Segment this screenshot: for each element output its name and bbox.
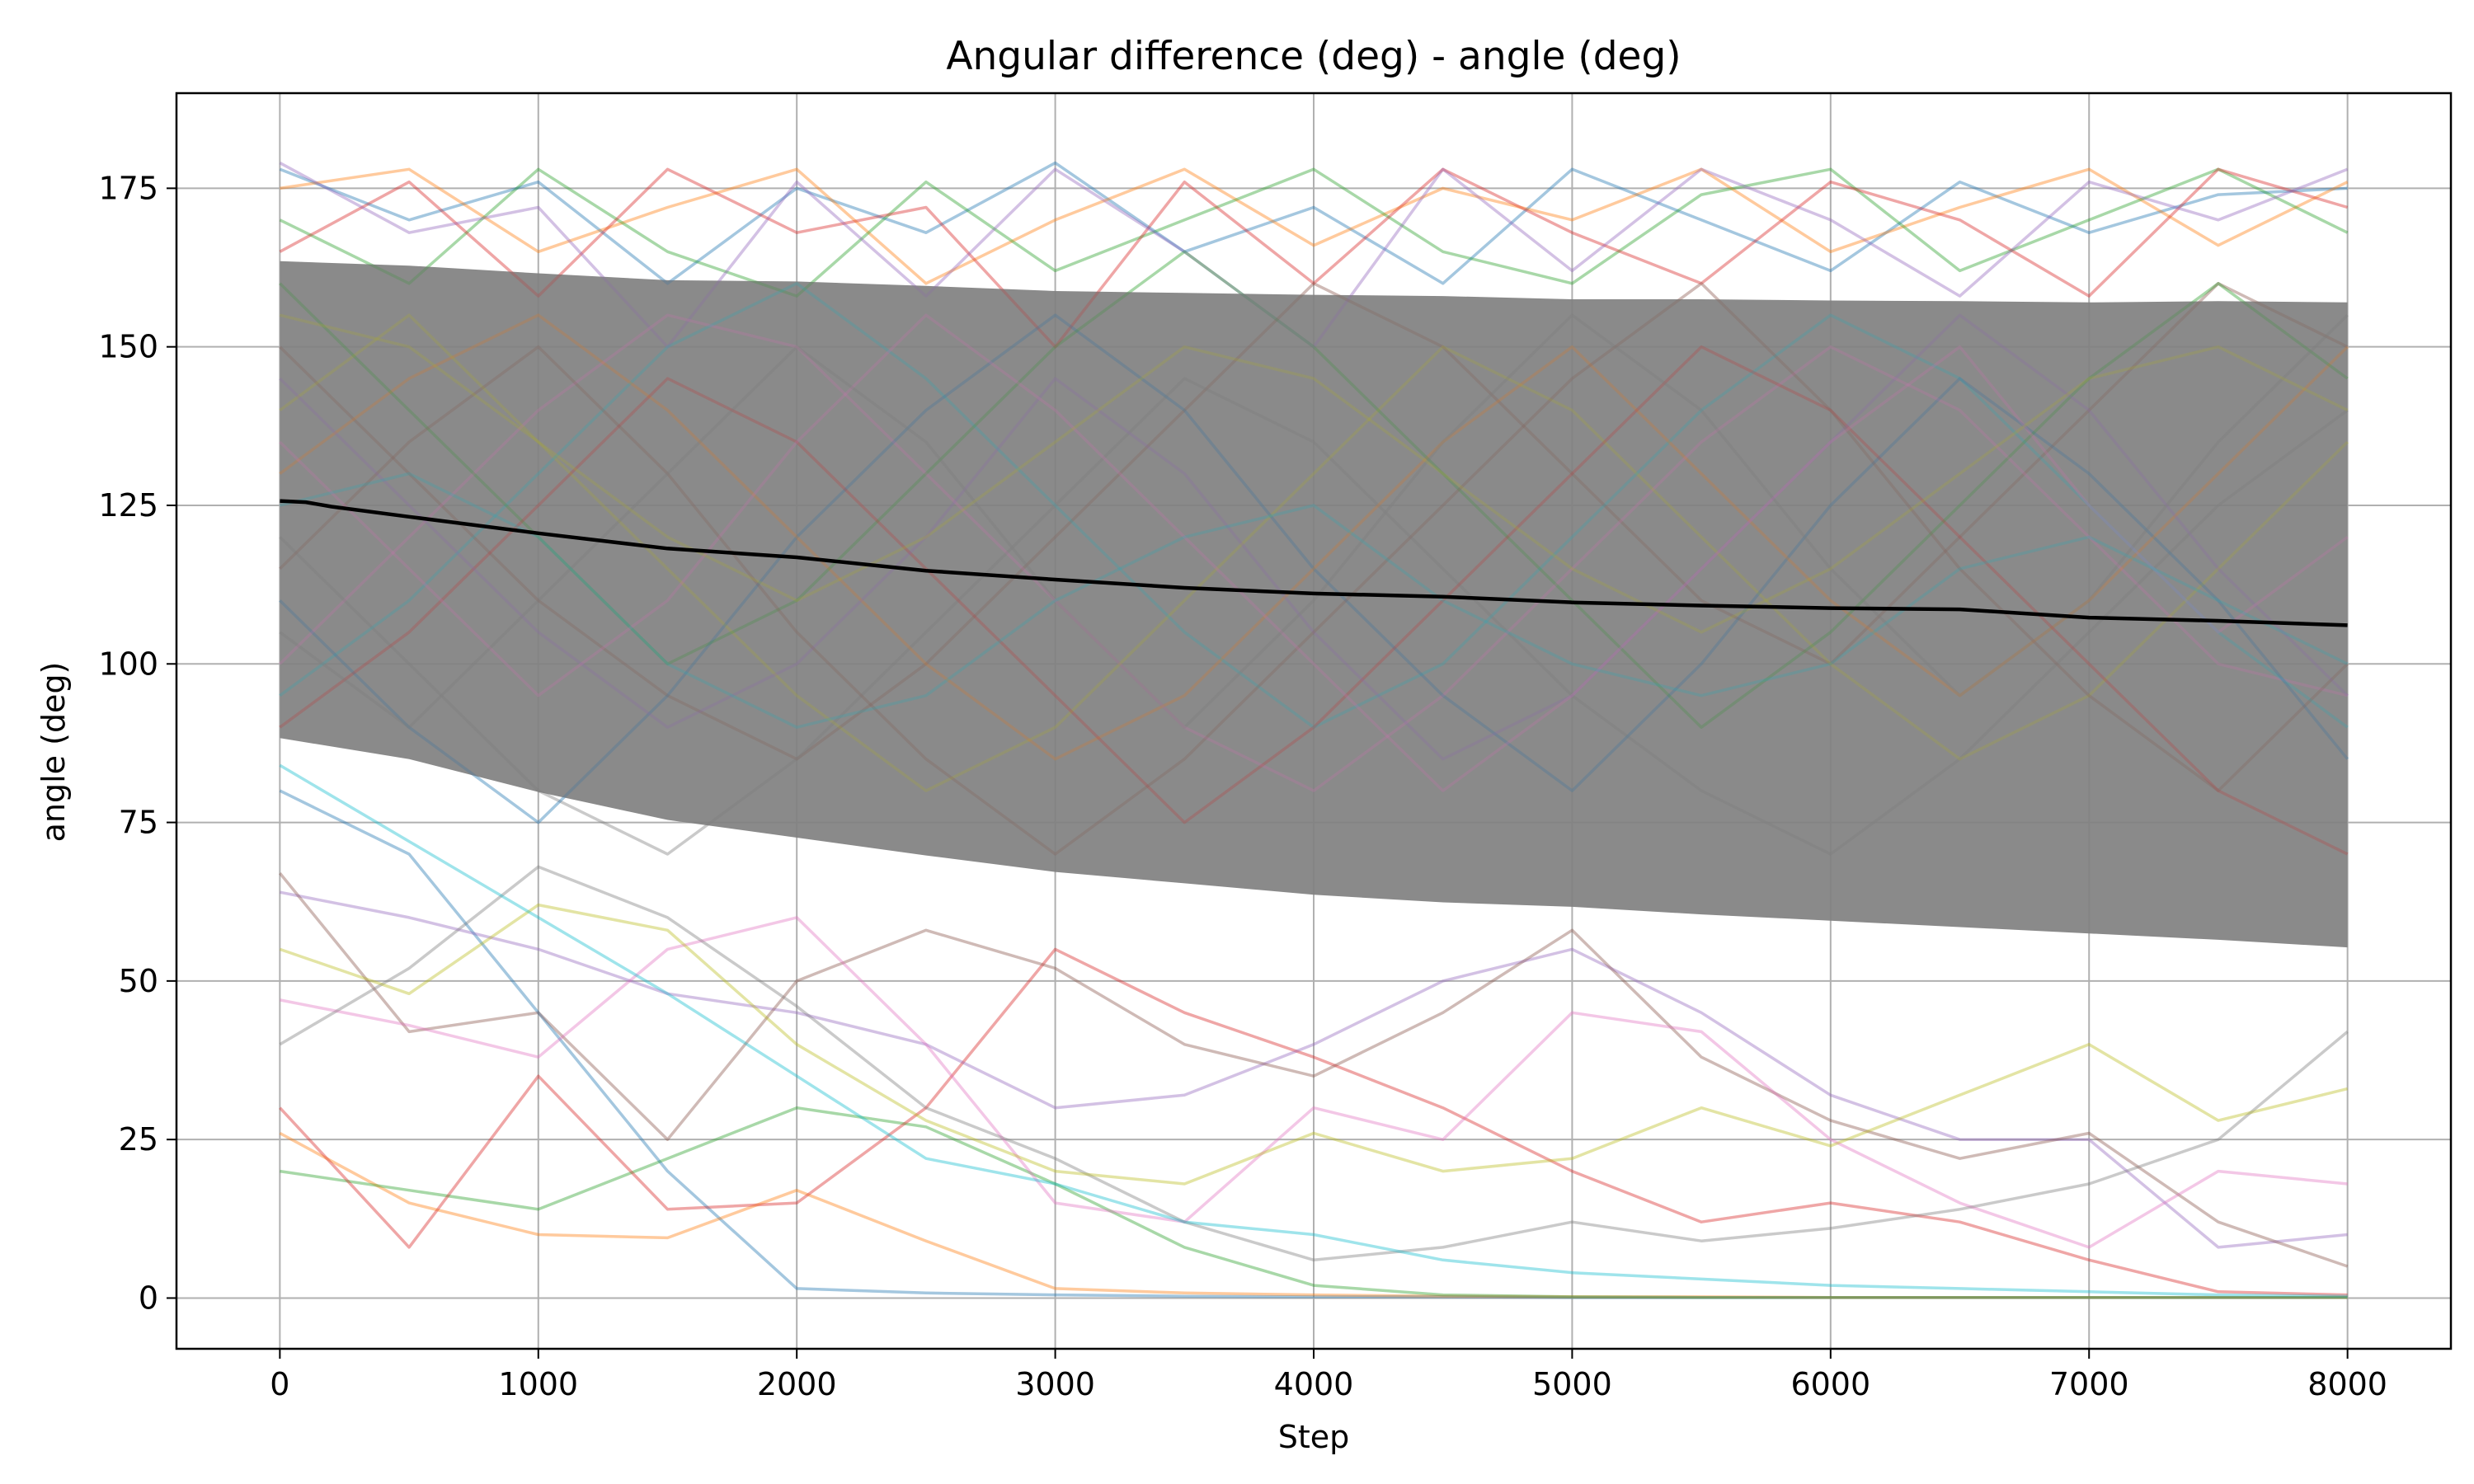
run-line-overlay <box>279 313 2349 761</box>
run-line-overlay <box>280 167 2349 285</box>
run-line <box>279 161 2348 285</box>
run-line <box>279 167 2349 298</box>
y-tick-label: 25 <box>119 1121 158 1158</box>
run-line-overlay <box>279 313 2349 792</box>
y-tick-label: 150 <box>98 329 158 365</box>
y-tick-label: 75 <box>119 805 158 841</box>
run-line-overlay <box>279 282 2349 729</box>
run-line-overlay <box>279 947 2348 1297</box>
run-line <box>279 871 2349 1268</box>
run-line-overlay <box>280 916 2348 1249</box>
run-line-overlay <box>279 763 2348 1298</box>
y-tick-label: 50 <box>119 963 158 999</box>
run-line-overlay <box>279 313 2349 761</box>
run-line-overlay <box>279 250 2349 729</box>
run-line <box>279 1131 2348 1299</box>
y-tick-label: 100 <box>98 646 158 682</box>
run-line <box>279 167 2349 349</box>
x-tick-label: 6000 <box>1790 1366 1870 1402</box>
run-line <box>280 1106 2348 1299</box>
x-tick-label: 3000 <box>1015 1366 1095 1402</box>
chart-title: Angular difference (deg) - angle (deg) <box>946 34 1681 79</box>
run-line <box>280 890 2348 1249</box>
x-axis-label: Step <box>1278 1419 1350 1455</box>
run-line-overlay <box>279 472 2349 729</box>
x-tick-label: 1000 <box>498 1366 578 1402</box>
run-line-overlay <box>279 313 2349 824</box>
run-line <box>279 789 2348 1299</box>
run-line-overlay <box>279 167 2349 298</box>
run-line <box>280 167 2349 285</box>
run-line-overlay <box>279 377 2349 856</box>
y-tick-label: 175 <box>98 170 158 206</box>
y-axis-label: angle (deg) <box>35 662 72 843</box>
run-line <box>279 865 2349 1262</box>
y-tick-label: 0 <box>139 1280 158 1316</box>
x-tick-label: 2000 <box>757 1366 837 1402</box>
x-tick-label: 5000 <box>1532 1366 1612 1402</box>
run-line-overlay <box>279 789 2348 1299</box>
run-line <box>279 947 2348 1297</box>
run-line <box>279 763 2348 1298</box>
run-line-overlay <box>280 890 2348 1249</box>
std-band-layer <box>279 161 2349 1299</box>
run-line-overlay <box>279 161 2348 285</box>
run-line-overlay <box>279 313 2349 792</box>
run-line-overlay <box>280 1106 2348 1299</box>
run-line-overlay <box>279 313 2349 729</box>
run-line-overlay <box>279 1131 2348 1299</box>
run-line-overlay <box>279 162 2349 349</box>
x-tick-label: 4000 <box>1274 1366 1354 1402</box>
run-line-overlay <box>279 865 2349 1262</box>
run-line-overlay <box>279 313 2349 634</box>
run-line-overlay <box>279 871 2349 1268</box>
run-line <box>279 903 2349 1186</box>
y-tick-label: 125 <box>98 487 158 524</box>
x-tick-label: 0 <box>270 1366 289 1402</box>
run-line-overlay <box>279 313 2349 792</box>
mean-line-layer <box>280 499 2348 627</box>
axis-ticks: 0 1000 2000 3000 4000 5000 6000 7000 8000 0 25 50 75… <box>98 170 2387 1402</box>
mean-line <box>280 499 2348 627</box>
x-tick-label: 7000 <box>2049 1366 2129 1402</box>
x-tick-label: 8000 <box>2307 1366 2387 1402</box>
run-line-overlay <box>279 282 2349 761</box>
run-line-overlay <box>279 903 2349 1186</box>
run-line <box>280 916 2348 1249</box>
run-line-overlay <box>279 345 2349 856</box>
std-band <box>280 261 2348 948</box>
run-line-overlay <box>279 167 2349 349</box>
